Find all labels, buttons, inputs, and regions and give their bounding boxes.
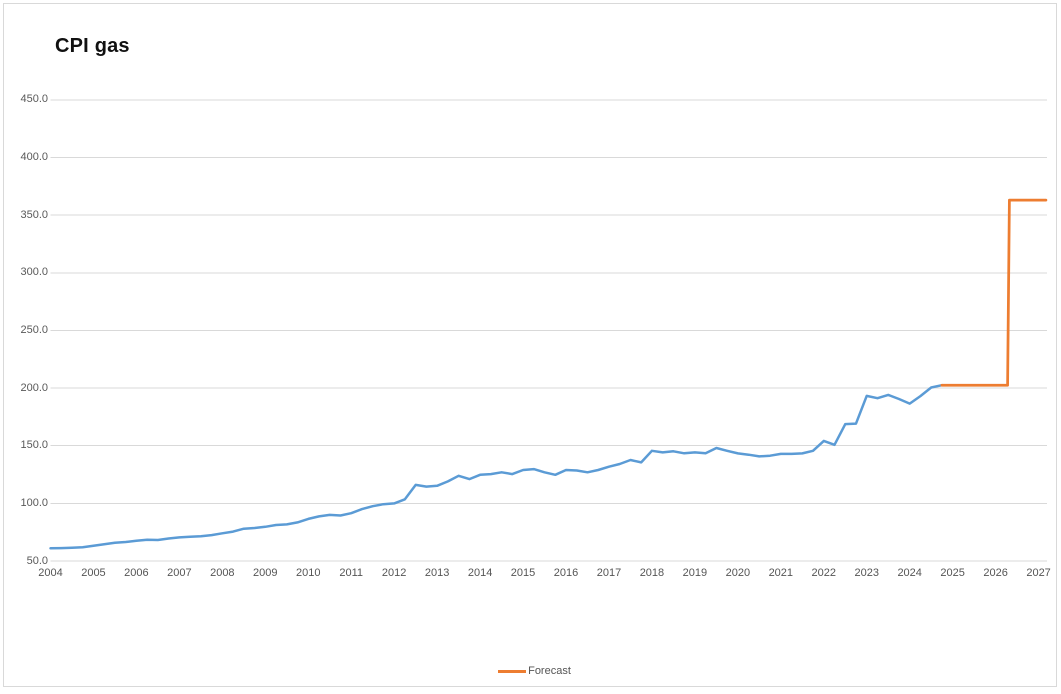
x-axis-tick-label: 2013: [415, 567, 459, 580]
x-axis-tick-label: 2020: [716, 567, 760, 580]
forecast-legend-swatch-icon: [498, 670, 526, 673]
x-axis-tick-label: 2021: [759, 567, 803, 580]
y-axis-tick-label: 150.0: [4, 439, 48, 452]
x-axis-tick-label: 2018: [630, 567, 674, 580]
x-axis-tick-label: 2008: [200, 567, 244, 580]
legend: Forecast: [4, 663, 1061, 679]
x-axis-tick-label: 2017: [587, 567, 631, 580]
x-axis-tick-label: 2025: [931, 567, 975, 580]
y-axis-tick-label: 450.0: [4, 93, 48, 106]
x-axis-tick-label: 2023: [845, 567, 889, 580]
x-axis-tick-label: 2016: [544, 567, 588, 580]
forecast-legend-label: Forecast: [528, 664, 571, 678]
x-axis-tick-label: 2014: [458, 567, 502, 580]
x-axis-tick-label: 2019: [673, 567, 717, 580]
x-axis-tick-label: 2004: [29, 567, 73, 580]
x-axis-tick-label: 2007: [157, 567, 201, 580]
y-axis-tick-label: 300.0: [4, 266, 48, 279]
x-axis-tick-label: 2012: [372, 567, 416, 580]
line-chart: [4, 4, 1061, 694]
y-axis-tick-label: 400.0: [4, 151, 48, 164]
x-axis-tick-label: 2026: [974, 567, 1018, 580]
x-axis-tick-label: 2010: [286, 567, 330, 580]
x-axis-tick-label: 2022: [802, 567, 846, 580]
x-axis-tick-label: 2011: [329, 567, 373, 580]
series-line-forecast: [942, 200, 1046, 385]
x-axis-tick-label: 2005: [71, 567, 115, 580]
y-axis-tick-label: 350.0: [4, 209, 48, 222]
x-axis-tick-label: 2015: [501, 567, 545, 580]
x-axis-tick-label: 2027: [1017, 567, 1061, 580]
series-line-cpi-gas-actual: [51, 385, 942, 548]
plot-area: 450.0 400.0 350.0 300.0 250.0 200.0 150.0 100.0…: [4, 4, 1061, 694]
x-axis-tick-label: 2024: [888, 567, 932, 580]
y-axis-tick-label: 100.0: [4, 497, 48, 510]
x-axis-tick-label: 2006: [114, 567, 158, 580]
y-axis-tick-label: 250.0: [4, 324, 48, 337]
y-axis-tick-label: 200.0: [4, 382, 48, 395]
x-axis-tick-label: 2009: [243, 567, 287, 580]
y-axis-tick-label: 50.0: [4, 555, 48, 568]
